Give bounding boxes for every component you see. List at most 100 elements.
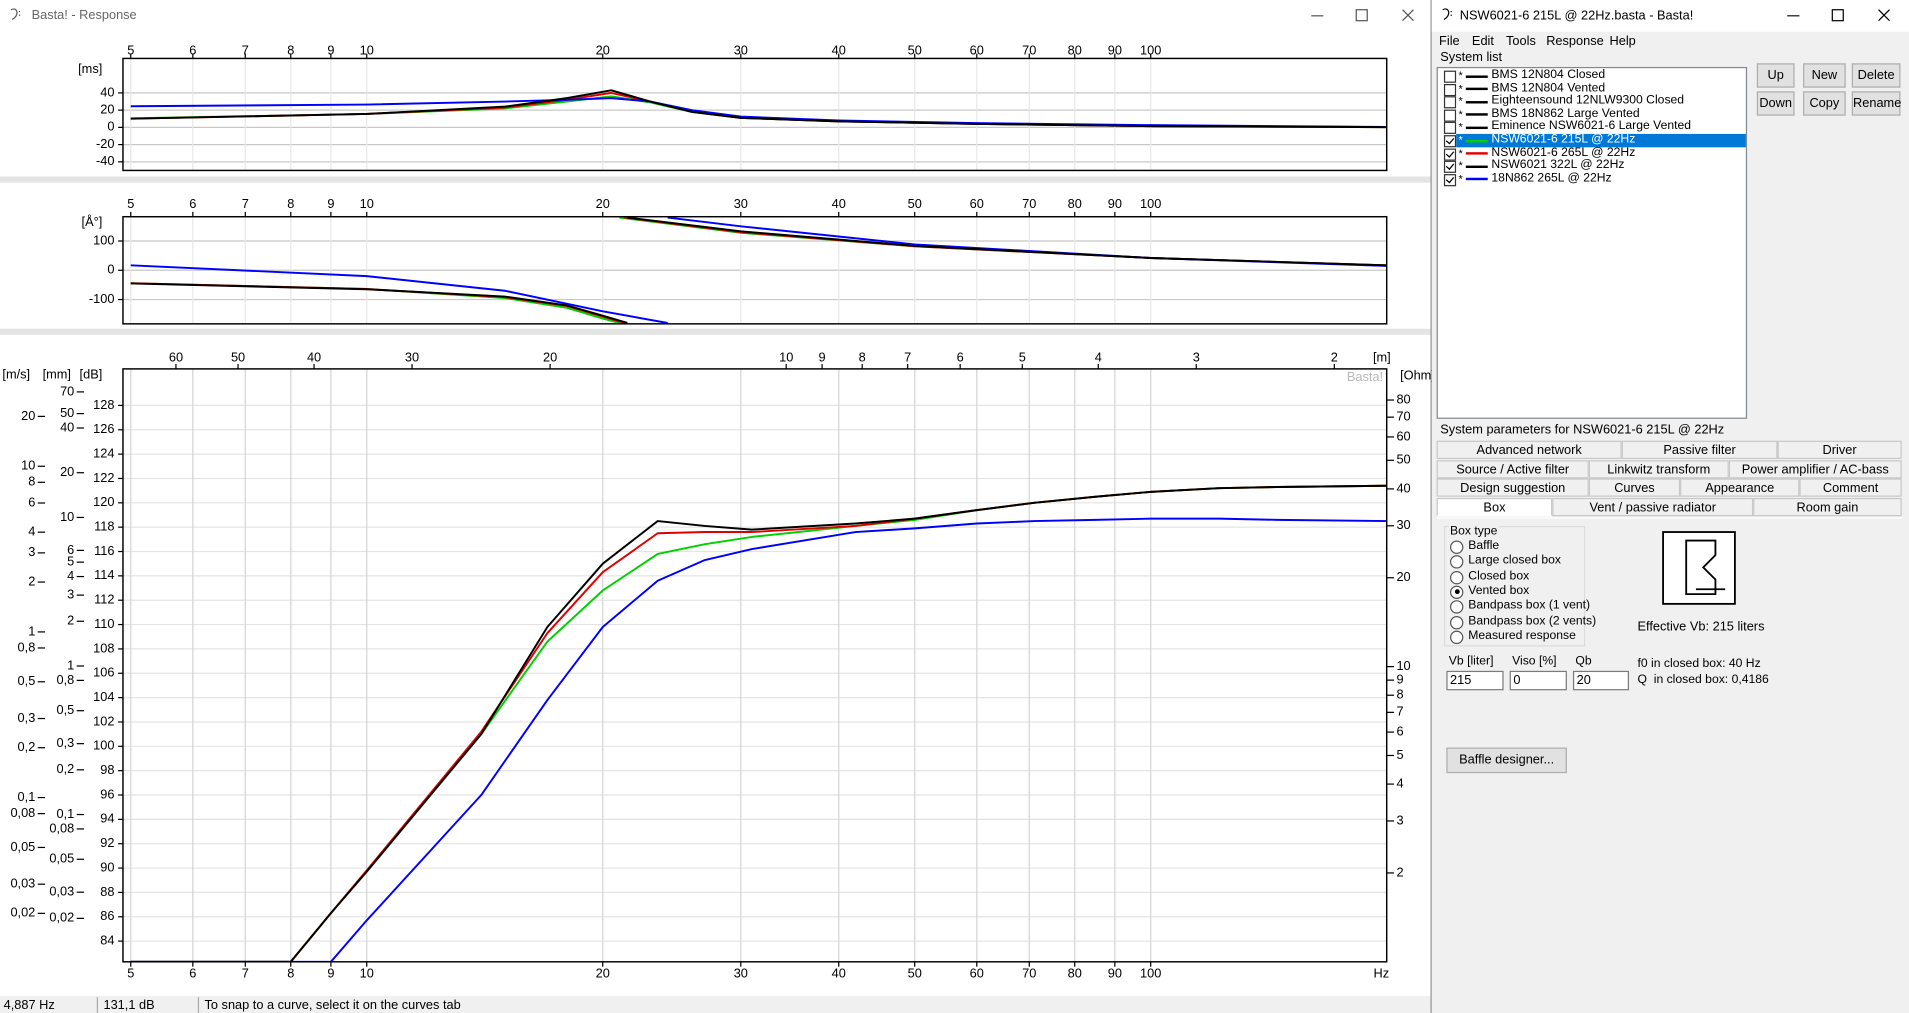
menu-item[interactable]: Help (1609, 34, 1636, 49)
input-field[interactable]: 20 (1572, 670, 1629, 691)
system-list[interactable] (1436, 66, 1748, 419)
x-tick-label: 90 (1108, 965, 1122, 980)
x-tick-label: 10 (360, 196, 374, 211)
button[interactable]: Up (1756, 63, 1795, 88)
radio-label[interactable]: Vented box (1468, 584, 1530, 598)
button[interactable]: New (1803, 63, 1846, 88)
tab[interactable]: Linkwitz transform (1588, 459, 1729, 479)
radio-label[interactable]: Large closed box (1468, 554, 1562, 568)
tab[interactable]: Box (1436, 498, 1553, 517)
list-item[interactable]: BMS 12N804 Vented (1491, 81, 1606, 95)
checkbox[interactable] (1443, 96, 1457, 109)
list-item[interactable]: NSW6021-6 265L @ 22Hz (1491, 145, 1636, 159)
tab[interactable]: Power amplifier / AC-bass (1728, 459, 1902, 479)
radio-label[interactable]: Bandpass box (2 vents) (1468, 614, 1597, 628)
checkbox[interactable] (1443, 148, 1457, 161)
closed-box-info: Q in closed box: 0,4186 (1637, 673, 1769, 687)
y-tick-label: 40 (100, 84, 114, 99)
section-label: System parameters for NSW6021-6 215L @ 2… (1440, 422, 1725, 438)
window-title: NSW6021-6 215L @ 22Hz.basta - Basta! (1459, 8, 1694, 24)
input-field[interactable]: 215 (1446, 670, 1504, 691)
close[interactable] (1878, 9, 1890, 22)
radio-label[interactable]: Measured response (1468, 629, 1576, 643)
left-axis-tick-label: 0,8 (18, 639, 36, 654)
status-hint: To snap to a curve, select it on the cur… (205, 997, 461, 1012)
tab[interactable]: Comment (1799, 478, 1902, 498)
y-tick-label: 110 (94, 616, 114, 631)
checkbox[interactable] (1443, 83, 1457, 96)
top-tick-label: 2 (1331, 349, 1338, 364)
checkbox[interactable] (1443, 122, 1457, 135)
radio[interactable] (1450, 570, 1464, 584)
checkbox[interactable] (1443, 135, 1457, 148)
tab[interactable]: Appearance (1680, 478, 1800, 498)
left-axis-tick-label: 3 (28, 544, 35, 559)
radio[interactable] (1450, 555, 1464, 569)
left-axis-tick-label: 0,02 (10, 905, 35, 920)
radio[interactable] (1450, 630, 1464, 644)
menu-item[interactable]: File (1439, 34, 1460, 49)
x-tick-label: 60 (970, 43, 984, 58)
tab[interactable]: Design suggestion (1436, 478, 1589, 498)
button[interactable]: Rename (1851, 91, 1901, 116)
radio[interactable] (1450, 540, 1464, 554)
x-tick-label: 50 (908, 965, 922, 980)
menu-item[interactable]: Edit (1471, 34, 1494, 49)
checkbox[interactable] (1443, 160, 1457, 174)
list-item[interactable]: 18N862 265L @ 22Hz (1491, 171, 1612, 185)
list-item[interactable]: Eminence NSW6021-6 Large Vented (1491, 119, 1692, 134)
splitter[interactable] (0, 176, 1431, 183)
y-tick-label: 92 (100, 835, 114, 850)
button[interactable]: Delete (1851, 63, 1901, 88)
left-axis-tick-label: 0,08 (49, 820, 74, 835)
radio[interactable] (1450, 615, 1464, 629)
tab[interactable]: Advanced network (1436, 440, 1622, 459)
y-tick-label: -20 (96, 136, 114, 151)
radio-label[interactable]: Baffle (1468, 539, 1500, 553)
modified-mark: * (1458, 172, 1463, 185)
x-tick-label: 80 (1068, 196, 1082, 211)
radio[interactable] (1450, 585, 1464, 599)
y-tick-label: 114 (94, 567, 114, 582)
left-axis-tick-label: 0,1 (57, 806, 75, 821)
y2-tick-label: 60 (1396, 428, 1410, 443)
y-axis-label: [Å°] (82, 214, 103, 229)
input-field[interactable]: 0 (1509, 670, 1567, 691)
x-tick-label: 6 (189, 196, 196, 211)
menu-item[interactable]: Response (1546, 34, 1604, 49)
radio[interactable] (1450, 600, 1464, 614)
splitter[interactable] (0, 328, 1431, 335)
maximize[interactable] (1355, 9, 1368, 22)
left-axis-tick-label: 20 (21, 408, 35, 423)
maximize[interactable] (1831, 9, 1844, 22)
tab[interactable]: Passive filter (1621, 440, 1778, 459)
tab[interactable]: Room gain (1753, 498, 1902, 517)
button[interactable]: Baffle designer... (1446, 747, 1567, 774)
menu-item[interactable]: Tools (1506, 34, 1536, 49)
x-tick-label: 90 (1108, 196, 1122, 211)
radio-label[interactable]: Closed box (1468, 569, 1530, 583)
list-item[interactable]: BMS 12N804 Closed (1491, 68, 1606, 82)
modified-mark: * (1458, 108, 1463, 121)
tab[interactable]: Driver (1777, 440, 1902, 459)
checkbox[interactable] (1443, 109, 1457, 122)
list-item[interactable]: Eighteensound 12NLW9300 Closed (1491, 93, 1685, 108)
close[interactable] (1402, 9, 1414, 22)
y2-tick-label: 70 (1396, 409, 1410, 424)
y-tick-label: 112 (94, 592, 114, 607)
tab[interactable]: Source / Active filter (1436, 459, 1589, 479)
x-tick-label: 20 (596, 196, 610, 211)
tab[interactable]: Curves (1588, 478, 1681, 498)
checkbox[interactable] (1443, 70, 1457, 83)
checkbox[interactable] (1443, 173, 1457, 187)
list-item[interactable]: NSW6021-6 215L @ 22Hz (1491, 132, 1636, 147)
radio-label[interactable]: Bandpass box (1 vent) (1468, 599, 1591, 613)
section-label: System list (1440, 49, 1503, 65)
field-label: Viso [%] (1512, 655, 1557, 669)
list-item[interactable]: NSW6021 322L @ 22Hz (1491, 158, 1625, 172)
button[interactable]: Copy (1803, 91, 1846, 116)
button[interactable]: Down (1756, 91, 1795, 116)
list-item[interactable]: BMS 18N862 Large Vented (1491, 106, 1640, 121)
modified-mark: * (1458, 159, 1463, 172)
tab[interactable]: Vent / passive radiator (1552, 498, 1754, 517)
